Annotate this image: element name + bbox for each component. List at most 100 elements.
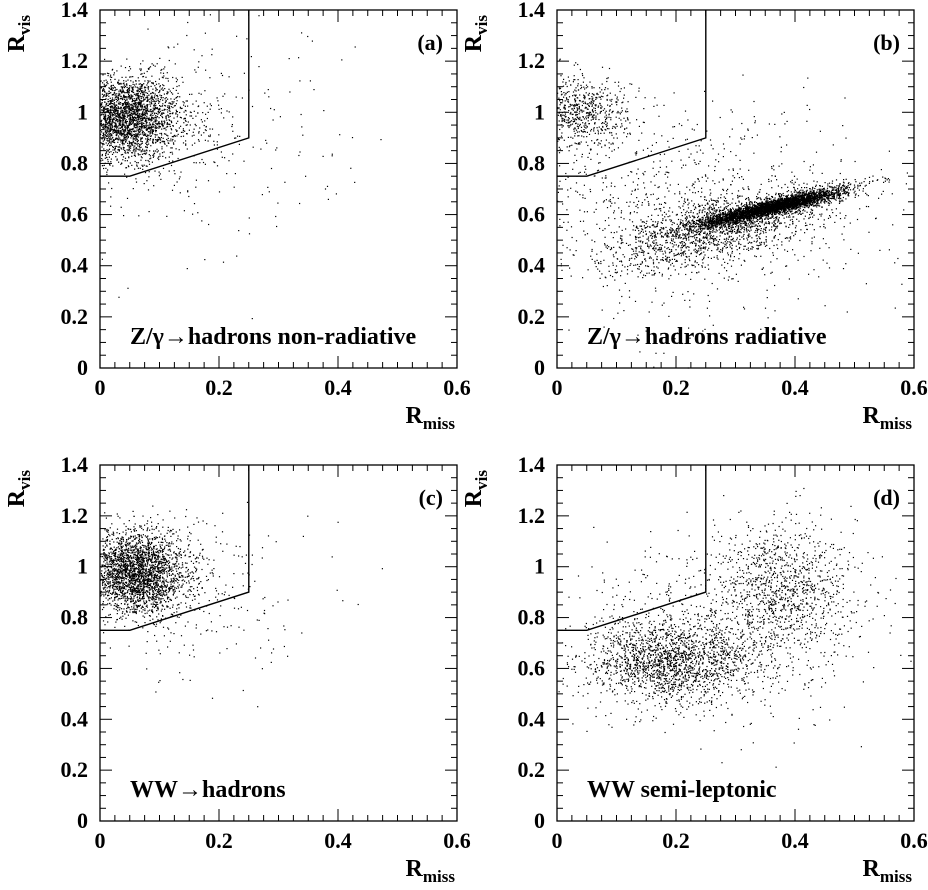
data-point: [590, 102, 592, 104]
data-point: [597, 113, 599, 115]
data-point: [831, 182, 833, 184]
data-point: [574, 132, 576, 135]
data-point: [180, 125, 182, 127]
data-point: [557, 107, 559, 109]
data-point: [116, 115, 118, 117]
data-point: [122, 115, 124, 117]
data-point: [567, 99, 569, 101]
data-point: [144, 116, 146, 119]
data-point: [574, 89, 576, 91]
data-point: [167, 106, 169, 108]
data-point: [143, 93, 145, 95]
data-point: [114, 96, 116, 98]
data-point: [127, 149, 129, 151]
data-point: [110, 88, 112, 90]
data-point: [574, 118, 576, 120]
data-point: [568, 110, 570, 112]
data-point: [127, 79, 129, 81]
data-point: [105, 104, 107, 106]
data-point: [162, 137, 164, 139]
data-point: [707, 219, 709, 221]
data-point: [140, 151, 142, 153]
data-point: [868, 176, 871, 178]
data-point: [109, 144, 111, 146]
data-point: [155, 150, 157, 152]
data-point: [182, 131, 184, 133]
data-point: [582, 81, 584, 83]
data-point: [114, 87, 116, 89]
data-point: [160, 139, 162, 141]
data-point: [213, 144, 215, 146]
data-point: [127, 125, 129, 128]
data-point: [157, 136, 159, 138]
data-point: [108, 132, 110, 134]
data-point: [108, 138, 110, 140]
data-point: [216, 144, 218, 146]
data-point: [568, 80, 570, 82]
data-point: [173, 105, 175, 107]
data-point: [585, 92, 587, 94]
data-point: [597, 131, 599, 133]
data-point: [168, 109, 170, 111]
data-point: [109, 116, 111, 118]
data-point: [105, 132, 107, 135]
data-point: [686, 222, 688, 225]
data-point: [798, 194, 800, 196]
data-point: [124, 113, 126, 115]
data-point: [119, 132, 121, 134]
data-point: [238, 143, 240, 145]
data-point: [820, 193, 822, 195]
data-point: [110, 144, 112, 146]
data-point: [705, 216, 707, 219]
data-point: [157, 98, 159, 100]
data-point: [324, 188, 327, 190]
data-point: [706, 226, 708, 228]
data-point: [139, 144, 141, 146]
data-point: [125, 152, 127, 154]
data-point: [162, 103, 164, 105]
data-point: [669, 231, 671, 233]
data-point: [128, 133, 130, 135]
data-point: [116, 138, 119, 140]
data-point: [114, 130, 116, 132]
data-point: [136, 135, 138, 137]
data-point: [133, 133, 135, 136]
data-point: [120, 83, 122, 85]
data-point: [143, 123, 145, 125]
selection-cut-line: [100, 10, 250, 177]
data-point: [591, 86, 593, 88]
data-point: [595, 117, 597, 119]
data-point: [575, 94, 577, 96]
data-point: [791, 200, 793, 202]
data-point: [299, 80, 301, 82]
data-point: [781, 199, 783, 201]
data-point: [138, 83, 140, 85]
data-point: [209, 128, 211, 130]
data-point: [121, 124, 123, 126]
data-point: [593, 107, 595, 109]
data-point: [116, 88, 118, 91]
data-point: [162, 77, 164, 79]
data-point: [103, 167, 105, 170]
data-point: [115, 115, 117, 117]
data-point: [148, 131, 150, 133]
data-point: [176, 100, 178, 102]
data-point: [139, 116, 141, 118]
data-point: [620, 88, 622, 90]
data-point: [159, 105, 161, 107]
data-point: [186, 133, 188, 135]
data-point: [112, 89, 114, 91]
data-point: [826, 193, 828, 195]
data-point: [111, 121, 113, 123]
data-point: [109, 100, 111, 102]
data-point: [134, 114, 136, 116]
data-point: [132, 108, 134, 110]
data-point: [134, 160, 136, 163]
data-point: [266, 142, 268, 144]
data-point: [154, 105, 156, 107]
data-point: [160, 97, 162, 99]
data-point: [105, 156, 108, 158]
data-point: [578, 131, 580, 133]
data-point: [135, 117, 137, 119]
data-point: [596, 153, 598, 155]
